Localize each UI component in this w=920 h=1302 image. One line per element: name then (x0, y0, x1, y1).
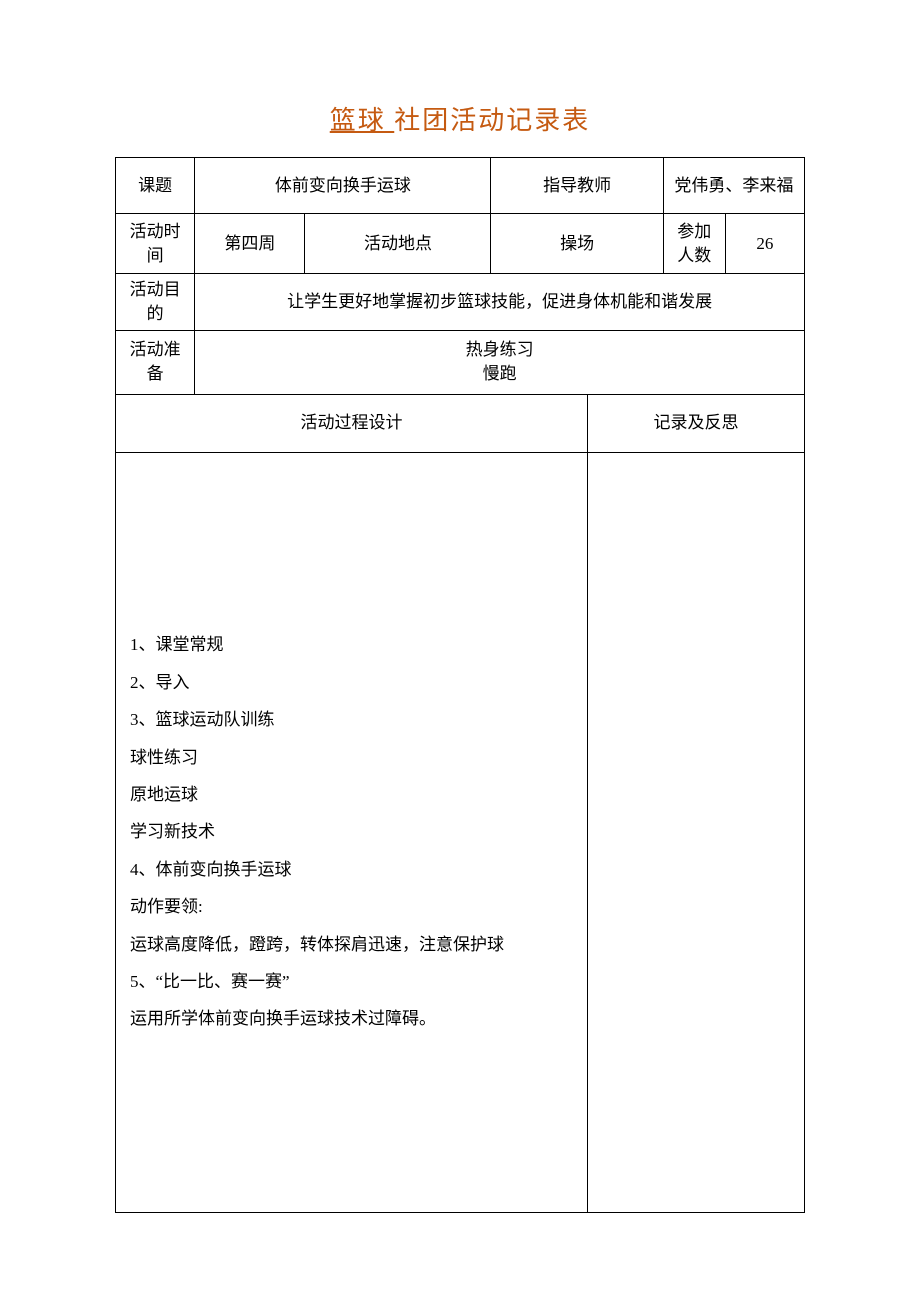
process-line: 学习新技术 (130, 813, 573, 850)
table-row: 课题 体前变向换手运球 指导教师 党伟勇、李来福 (116, 158, 805, 214)
process-line: 运球高度降低，蹬跨，转体探肩迅速，注意保护球 (130, 926, 573, 963)
value-instructor: 党伟勇、李来福 (663, 158, 804, 214)
process-design-content: 1、课堂常规 2、导入 3、篮球运动队训练 球性练习 原地运球 学习新技术 4、… (116, 452, 588, 1212)
process-line: 1、课堂常规 (130, 626, 573, 663)
label-activity-place: 活动地点 (305, 214, 491, 274)
label-process-design: 活动过程设计 (116, 394, 588, 452)
value-activity-place: 操场 (491, 214, 663, 274)
prep-line2: 慢跑 (483, 364, 517, 383)
label-record-reflection: 记录及反思 (587, 394, 804, 452)
label-activity-prep: 活动准备 (116, 330, 195, 394)
label-text: 活动准备 (130, 340, 181, 383)
label-instructor: 指导教师 (491, 158, 663, 214)
value-activity-prep: 热身练习 慢跑 (195, 330, 805, 394)
label-text: 活动时间 (130, 222, 181, 265)
process-line: 5、“比一比、赛一赛” (130, 963, 573, 1000)
process-text: 1、课堂常规 2、导入 3、篮球运动队训练 球性练习 原地运球 学习新技术 4、… (130, 626, 573, 1037)
value-participants: 26 (725, 214, 804, 274)
table-row: 活动目的 让学生更好地掌握初步篮球技能，促进身体机能和谐发展 (116, 274, 805, 331)
label-activity-purpose: 活动目的 (116, 274, 195, 331)
label-text: 参加人数 (677, 222, 711, 265)
title-underline: 篮球 (330, 106, 395, 135)
activity-record-table: 课题 体前变向换手运球 指导教师 党伟勇、李来福 活动时间 第四周 活动地点 操… (115, 157, 805, 1213)
value-activity-purpose: 让学生更好地掌握初步篮球技能，促进身体机能和谐发展 (195, 274, 805, 331)
table-row: 活动过程设计 记录及反思 (116, 394, 805, 452)
process-line: 原地运球 (130, 776, 573, 813)
title-rest: 社团活动记录表 (394, 106, 590, 135)
value-activity-time: 第四周 (195, 214, 305, 274)
value-topic: 体前变向换手运球 (195, 158, 491, 214)
prep-line1: 热身练习 (466, 340, 534, 359)
page-title: 篮球 社团活动记录表 (115, 100, 805, 137)
table-row: 活动时间 第四周 活动地点 操场 参加人数 26 (116, 214, 805, 274)
process-line: 球性练习 (130, 739, 573, 776)
label-text: 活动目的 (130, 280, 181, 323)
table-row: 活动准备 热身练习 慢跑 (116, 330, 805, 394)
label-activity-time: 活动时间 (116, 214, 195, 274)
process-line: 动作要领: (130, 888, 573, 925)
label-participants: 参加人数 (663, 214, 725, 274)
record-reflection-content (587, 452, 804, 1212)
table-row: 1、课堂常规 2、导入 3、篮球运动队训练 球性练习 原地运球 学习新技术 4、… (116, 452, 805, 1212)
process-line: 2、导入 (130, 664, 573, 701)
label-topic: 课题 (116, 158, 195, 214)
process-line: 3、篮球运动队训练 (130, 701, 573, 738)
process-line: 运用所学体前变向换手运球技术过障碍。 (130, 1000, 573, 1037)
process-line: 4、体前变向换手运球 (130, 851, 573, 888)
